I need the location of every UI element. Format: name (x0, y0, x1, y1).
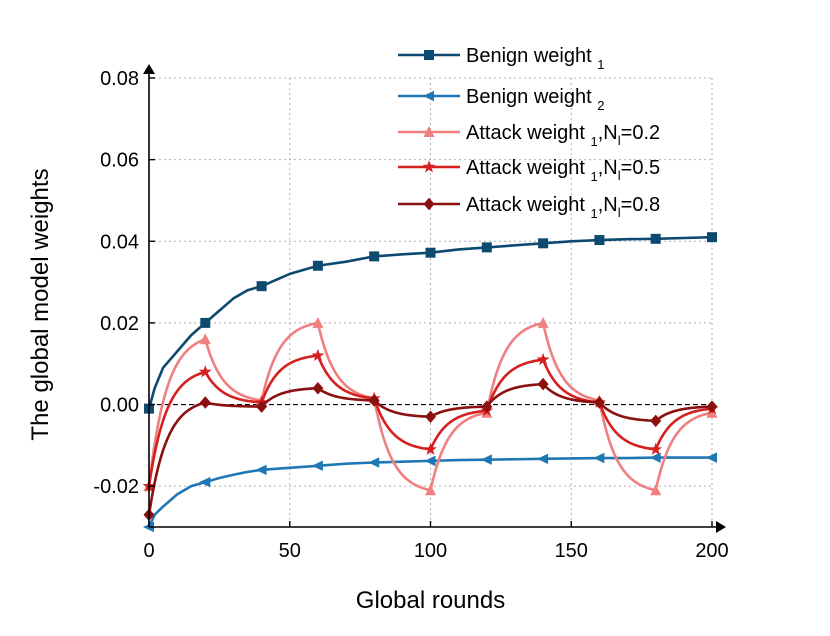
data-point (199, 333, 211, 345)
legend-label: Attack weight 1,Nl=0.8 (466, 194, 660, 221)
data-point (424, 455, 436, 467)
x-tick-label: 50 (279, 540, 301, 562)
legend: Benign weight 1 Benign weight 2 Attack we… (398, 45, 660, 221)
x-tick-label: 150 (555, 540, 588, 562)
data-point (200, 317, 211, 328)
data-point (368, 457, 380, 468)
series-2 (143, 452, 717, 533)
data-point (199, 396, 211, 409)
data-point (536, 352, 550, 366)
x-tick-label: 0 (143, 540, 154, 562)
series-group (142, 232, 719, 533)
data-point (198, 365, 212, 378)
x-tick-label: 100 (414, 540, 447, 562)
legend-entry: Attack weight 1,Nl=0.5 (398, 157, 660, 184)
y-tick-label: 0.08 (100, 68, 139, 90)
legend-entry: Attack weight 1,Nl=0.8 (398, 194, 660, 221)
legend-entry: Benign weight 2 (398, 86, 604, 113)
data-point (199, 476, 211, 488)
data-point (706, 452, 717, 463)
legend-label: Benign weight 2 (466, 86, 604, 113)
legend-label: Attack weight 1,Nl=0.2 (466, 122, 660, 149)
data-point (649, 452, 661, 463)
legend-swatch-marker (424, 50, 434, 60)
data-point (650, 484, 662, 496)
data-point (481, 400, 493, 413)
y-tick-label: 0.02 (100, 313, 139, 335)
data-point (480, 454, 492, 465)
x-axis-title: Global rounds (356, 587, 505, 614)
data-point (256, 281, 267, 292)
axes (143, 64, 726, 533)
data-point (425, 484, 436, 496)
data-point (312, 316, 324, 328)
legend-swatch-marker (423, 197, 435, 211)
legend-entry: Attack weight 1,Nl=0.2 (398, 122, 660, 149)
data-point (538, 238, 549, 249)
data-point (537, 377, 549, 391)
data-point (312, 381, 324, 395)
legend-label: Benign weight 1 (466, 45, 604, 72)
data-point (650, 233, 661, 244)
legend-swatch-marker (422, 160, 436, 173)
x-axis-arrow-icon (716, 521, 726, 533)
legend-swatch-marker (423, 126, 435, 137)
data-point (368, 394, 380, 407)
data-point (481, 242, 492, 253)
legend-entry: Benign weight 1 (398, 45, 604, 72)
data-point (424, 442, 437, 455)
data-point (650, 414, 662, 428)
data-point (706, 400, 718, 413)
data-point (593, 452, 605, 464)
data-point (593, 396, 605, 409)
tick-labels: 0 50 100 150 200 -0.02 0.00 0.02 0.04 0.06 0.08 (93, 68, 728, 562)
data-point (255, 464, 267, 476)
data-point (537, 453, 549, 465)
data-point (537, 316, 549, 328)
y-tick-label: -0.02 (93, 476, 139, 498)
y-axis-arrow-icon (143, 64, 155, 74)
data-point (312, 260, 323, 271)
data-point (311, 348, 325, 362)
series-5 (143, 377, 718, 522)
x-tick-label: 200 (695, 540, 728, 562)
legend-label: Attack weight 1,Nl=0.5 (466, 157, 660, 184)
data-point (425, 410, 436, 424)
data-point (594, 235, 605, 246)
data-point (256, 400, 268, 413)
y-axis-title: The global model weights (27, 168, 54, 440)
data-point (649, 442, 663, 455)
y-tick-label: 0.04 (100, 231, 139, 253)
data-point (707, 232, 717, 243)
data-point (425, 247, 436, 258)
data-point (311, 460, 323, 472)
legend-swatch-marker (423, 90, 434, 102)
y-tick-label: 0.00 (100, 395, 139, 417)
y-tick-label: 0.06 (100, 150, 139, 172)
data-point (369, 251, 380, 262)
